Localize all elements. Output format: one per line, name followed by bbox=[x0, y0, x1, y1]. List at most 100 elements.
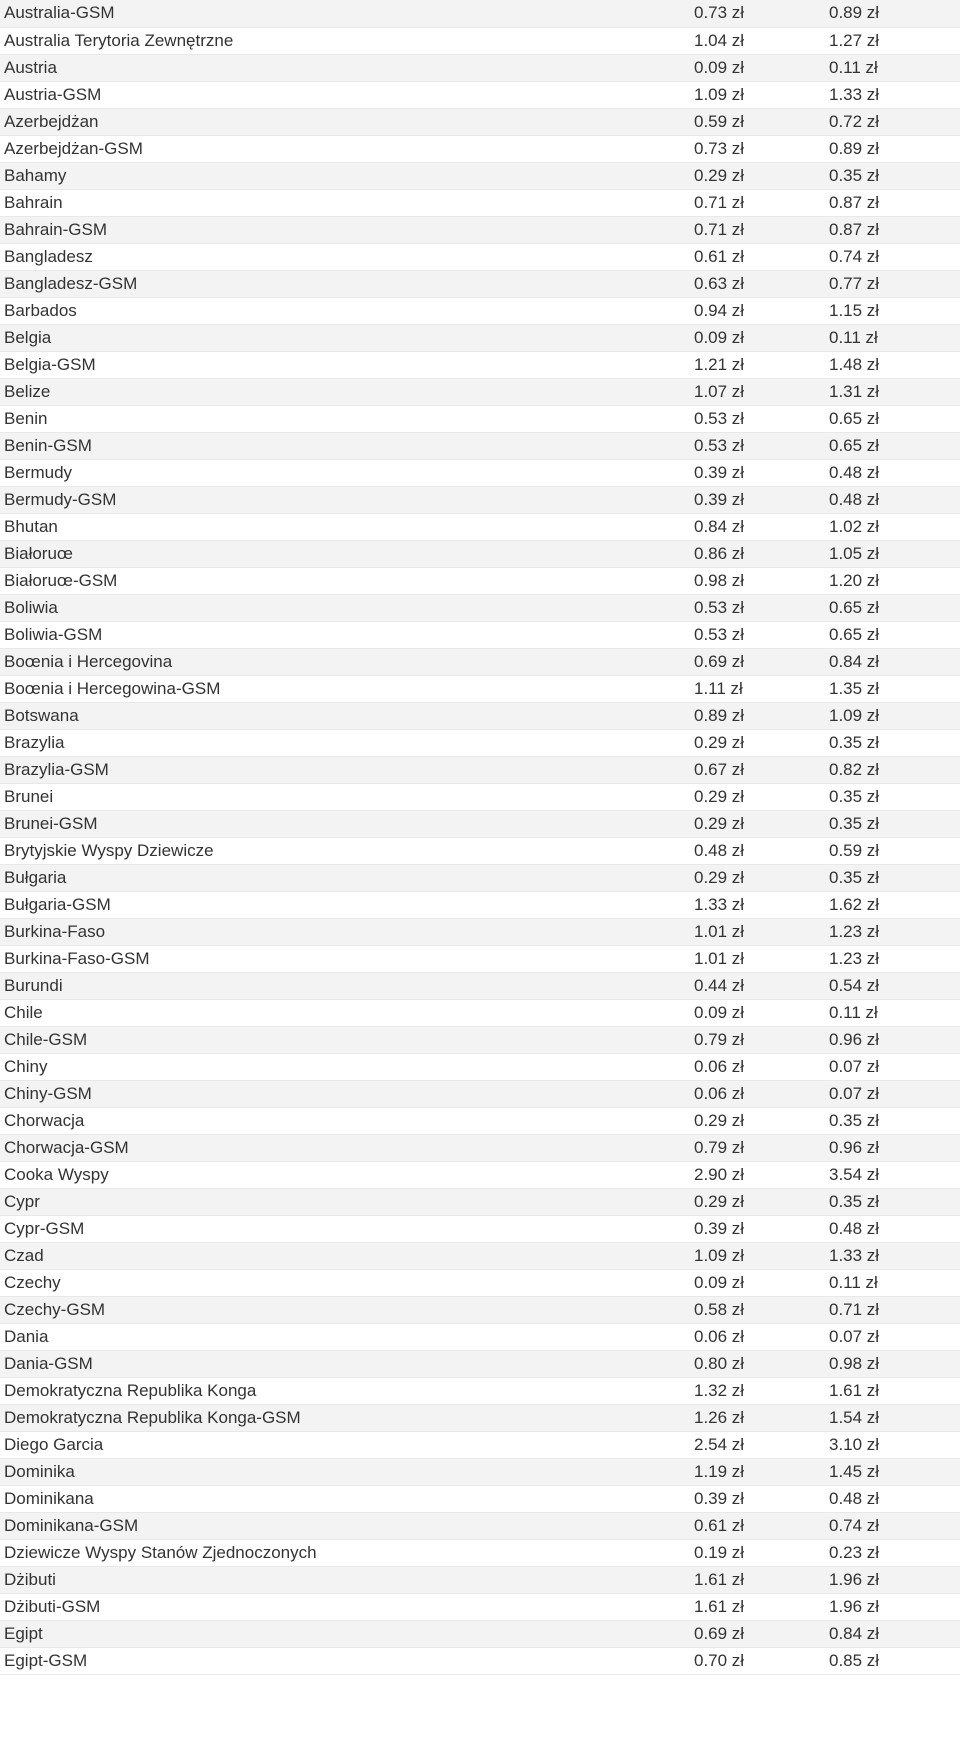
country-cell: Chile-GSM bbox=[0, 1026, 690, 1053]
country-cell: Australia-GSM bbox=[0, 0, 690, 27]
country-cell: Egipt-GSM bbox=[0, 1647, 690, 1674]
table-row: Bermudy0.39 zł0.48 zł bbox=[0, 459, 960, 486]
price1-cell: 0.19 zł bbox=[690, 1539, 825, 1566]
country-cell: Burkina-Faso-GSM bbox=[0, 945, 690, 972]
price2-cell: 1.09 zł bbox=[825, 702, 960, 729]
country-cell: Bhutan bbox=[0, 513, 690, 540]
price2-cell: 0.35 zł bbox=[825, 162, 960, 189]
price2-cell: 0.96 zł bbox=[825, 1134, 960, 1161]
price1-cell: 0.73 zł bbox=[690, 0, 825, 27]
table-row: Czad1.09 zł1.33 zł bbox=[0, 1242, 960, 1269]
table-row: Bangladesz0.61 zł0.74 zł bbox=[0, 243, 960, 270]
country-cell: Brytyjskie Wyspy Dziewicze bbox=[0, 837, 690, 864]
price1-cell: 2.54 zł bbox=[690, 1431, 825, 1458]
price1-cell: 0.63 zł bbox=[690, 270, 825, 297]
table-row: Brunei0.29 zł0.35 zł bbox=[0, 783, 960, 810]
country-cell: Dania bbox=[0, 1323, 690, 1350]
country-cell: Bahrain bbox=[0, 189, 690, 216]
price2-cell: 0.35 zł bbox=[825, 1188, 960, 1215]
table-row: Czechy-GSM0.58 zł0.71 zł bbox=[0, 1296, 960, 1323]
price2-cell: 0.54 zł bbox=[825, 972, 960, 999]
table-row: Azerbejdżan0.59 zł0.72 zł bbox=[0, 108, 960, 135]
table-row: Dziewicze Wyspy Stanów Zjednoczonych0.19… bbox=[0, 1539, 960, 1566]
country-cell: Białoruœ bbox=[0, 540, 690, 567]
country-cell: Bangladesz-GSM bbox=[0, 270, 690, 297]
table-row: Belize1.07 zł1.31 zł bbox=[0, 378, 960, 405]
country-cell: Austria-GSM bbox=[0, 81, 690, 108]
table-row: Benin-GSM0.53 zł0.65 zł bbox=[0, 432, 960, 459]
country-cell: Cooka Wyspy bbox=[0, 1161, 690, 1188]
price1-cell: 0.69 zł bbox=[690, 1620, 825, 1647]
country-cell: Demokratyczna Republika Konga bbox=[0, 1377, 690, 1404]
price1-cell: 0.59 zł bbox=[690, 108, 825, 135]
country-cell: Dominikana bbox=[0, 1485, 690, 1512]
table-row: Chorwacja0.29 zł0.35 zł bbox=[0, 1107, 960, 1134]
country-cell: Czad bbox=[0, 1242, 690, 1269]
price2-cell: 0.48 zł bbox=[825, 486, 960, 513]
price2-cell: 0.65 zł bbox=[825, 621, 960, 648]
country-cell: Bahamy bbox=[0, 162, 690, 189]
price1-cell: 0.79 zł bbox=[690, 1026, 825, 1053]
price2-cell: 0.87 zł bbox=[825, 189, 960, 216]
table-row: Dania0.06 zł0.07 zł bbox=[0, 1323, 960, 1350]
price2-cell: 0.48 zł bbox=[825, 1215, 960, 1242]
price2-cell: 0.59 zł bbox=[825, 837, 960, 864]
price1-cell: 2.90 zł bbox=[690, 1161, 825, 1188]
country-cell: Boœnia i Hercegovina bbox=[0, 648, 690, 675]
country-cell: Brunei-GSM bbox=[0, 810, 690, 837]
price2-cell: 1.35 zł bbox=[825, 675, 960, 702]
price2-cell: 1.96 zł bbox=[825, 1566, 960, 1593]
table-row: Dominika1.19 zł1.45 zł bbox=[0, 1458, 960, 1485]
table-row: Austria-GSM1.09 zł1.33 zł bbox=[0, 81, 960, 108]
price1-cell: 0.29 zł bbox=[690, 864, 825, 891]
price2-cell: 0.11 zł bbox=[825, 54, 960, 81]
table-row: Brunei-GSM0.29 zł0.35 zł bbox=[0, 810, 960, 837]
price1-cell: 0.06 zł bbox=[690, 1053, 825, 1080]
table-row: Bahrain-GSM0.71 zł0.87 zł bbox=[0, 216, 960, 243]
price1-cell: 0.79 zł bbox=[690, 1134, 825, 1161]
price2-cell: 0.65 zł bbox=[825, 594, 960, 621]
price1-cell: 0.61 zł bbox=[690, 243, 825, 270]
country-cell: Demokratyczna Republika Konga-GSM bbox=[0, 1404, 690, 1431]
country-cell: Chiny bbox=[0, 1053, 690, 1080]
country-cell: Czechy bbox=[0, 1269, 690, 1296]
country-cell: Dania-GSM bbox=[0, 1350, 690, 1377]
table-row: Chile-GSM0.79 zł0.96 zł bbox=[0, 1026, 960, 1053]
country-cell: Brazylia bbox=[0, 729, 690, 756]
table-row: Austria0.09 zł0.11 zł bbox=[0, 54, 960, 81]
country-cell: Brunei bbox=[0, 783, 690, 810]
price1-cell: 0.29 zł bbox=[690, 1107, 825, 1134]
price1-cell: 0.06 zł bbox=[690, 1080, 825, 1107]
table-row: Cypr0.29 zł0.35 zł bbox=[0, 1188, 960, 1215]
price1-cell: 1.61 zł bbox=[690, 1566, 825, 1593]
price1-cell: 1.21 zł bbox=[690, 351, 825, 378]
table-row: Diego Garcia2.54 zł3.10 zł bbox=[0, 1431, 960, 1458]
price2-cell: 0.65 zł bbox=[825, 432, 960, 459]
price1-cell: 0.80 zł bbox=[690, 1350, 825, 1377]
price2-cell: 1.15 zł bbox=[825, 297, 960, 324]
price1-cell: 0.53 zł bbox=[690, 432, 825, 459]
price1-cell: 0.58 zł bbox=[690, 1296, 825, 1323]
country-cell: Chile bbox=[0, 999, 690, 1026]
price1-cell: 0.84 zł bbox=[690, 513, 825, 540]
price1-cell: 0.29 zł bbox=[690, 729, 825, 756]
price1-cell: 0.29 zł bbox=[690, 810, 825, 837]
country-cell: Australia Terytoria Zewnętrzne bbox=[0, 27, 690, 54]
price2-cell: 0.65 zł bbox=[825, 405, 960, 432]
price1-cell: 0.09 zł bbox=[690, 999, 825, 1026]
price2-cell: 1.33 zł bbox=[825, 81, 960, 108]
pricing-table: Australia-GSM0.73 zł0.89 zł Australia Ter… bbox=[0, 0, 960, 1675]
country-cell: Boliwia bbox=[0, 594, 690, 621]
country-cell: Bangladesz bbox=[0, 243, 690, 270]
table-row: Bahamy0.29 zł0.35 zł bbox=[0, 162, 960, 189]
country-cell: Dominikana-GSM bbox=[0, 1512, 690, 1539]
table-row: Brytyjskie Wyspy Dziewicze0.48 zł0.59 zł bbox=[0, 837, 960, 864]
table-row: Białoruœ-GSM0.98 zł1.20 zł bbox=[0, 567, 960, 594]
table-row: Egipt0.69 zł0.84 zł bbox=[0, 1620, 960, 1647]
price2-cell: 0.89 zł bbox=[825, 0, 960, 27]
price1-cell: 0.69 zł bbox=[690, 648, 825, 675]
price1-cell: 0.94 zł bbox=[690, 297, 825, 324]
table-row: Chorwacja-GSM0.79 zł0.96 zł bbox=[0, 1134, 960, 1161]
country-cell: Boliwia-GSM bbox=[0, 621, 690, 648]
price1-cell: 0.29 zł bbox=[690, 783, 825, 810]
